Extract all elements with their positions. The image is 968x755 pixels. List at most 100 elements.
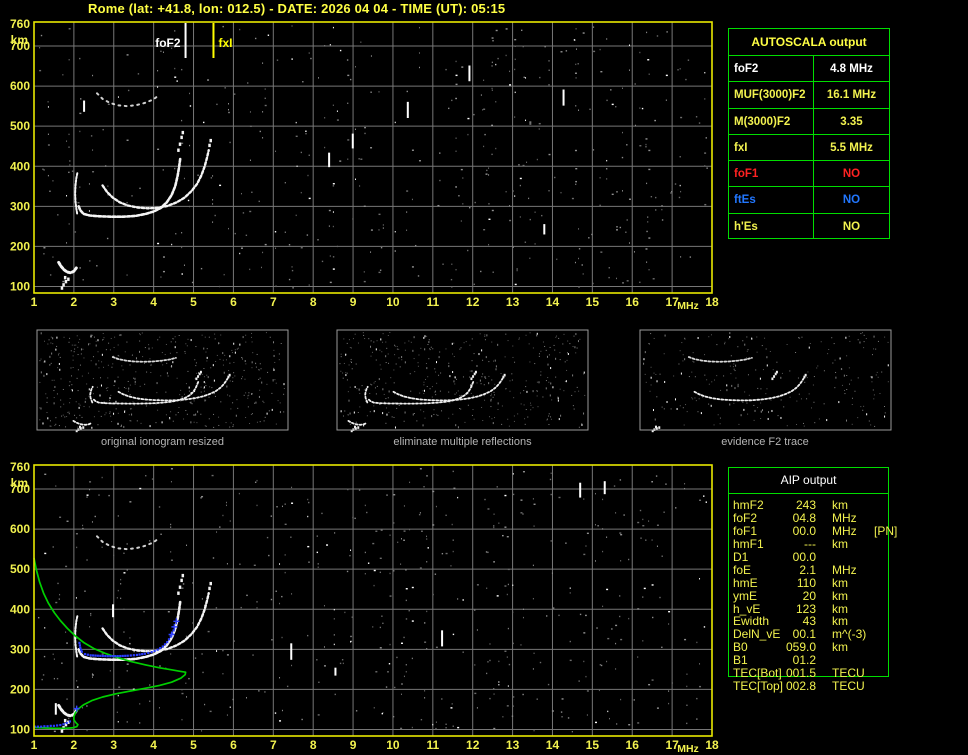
aip-unit: km bbox=[832, 588, 848, 603]
y-axis-unit: km bbox=[11, 476, 28, 490]
x-tick-label: 13 bbox=[506, 738, 520, 752]
aip-table-row: h_vE 123 km bbox=[729, 601, 888, 616]
x-tick-label: 4 bbox=[150, 738, 157, 752]
aip-note bbox=[874, 615, 888, 628]
y-tick-label: 300 bbox=[10, 642, 30, 656]
x-tick-label: 11 bbox=[426, 738, 439, 752]
aip-table-row: Ewidth 43 km bbox=[729, 615, 888, 628]
autoscala-output-table: AUTOSCALA output foF2 4.8 MHz MUF(3000)F2 1… bbox=[728, 28, 890, 240]
aip-note bbox=[874, 564, 888, 577]
aip-table-row: D1 00.0 bbox=[729, 549, 888, 564]
y-tick-label: 700 bbox=[10, 482, 30, 496]
aip-label: hmF1 bbox=[733, 536, 764, 551]
y-tick-label: 400 bbox=[10, 159, 30, 173]
aip-unit: MHz bbox=[832, 523, 857, 538]
autoscala-table-title: AUTOSCALA output bbox=[751, 35, 867, 49]
aip-table-row: foF1 00.0 MHz [PN] bbox=[729, 523, 897, 538]
aip-label: B0 bbox=[733, 640, 748, 655]
aip-note bbox=[874, 551, 888, 564]
y-axis-unit: km bbox=[11, 33, 28, 47]
autoscala-table-row: foF2 4.8 MHz bbox=[729, 55, 889, 82]
aip-value: 2.1 bbox=[799, 562, 816, 577]
aip-label: D1 bbox=[733, 549, 749, 564]
y-tick-label: 700 bbox=[10, 39, 30, 53]
aip-output-table: AIP output hmF2 243 km foF2 04.8 MHz foF1 00.0 M… bbox=[728, 467, 897, 693]
aip-table-row: foE 2.1 MHz bbox=[729, 562, 888, 577]
parameter-value: NO bbox=[813, 213, 889, 240]
aip-unit: MHz bbox=[832, 510, 857, 525]
x-tick-label: 8 bbox=[310, 295, 317, 309]
aip-label: hmF2 bbox=[733, 498, 764, 512]
x-tick-label: 5 bbox=[190, 738, 197, 752]
aip-note bbox=[874, 538, 888, 551]
aip-table-row: foF2 04.8 MHz bbox=[729, 510, 888, 525]
aip-value: --- bbox=[804, 536, 816, 551]
aip-label: foF1 bbox=[733, 523, 758, 538]
parameter-value: NO bbox=[813, 187, 889, 213]
aip-value: 110 bbox=[796, 575, 816, 590]
aip-note bbox=[874, 667, 888, 680]
aip-table-title: AIP output bbox=[729, 468, 888, 494]
aip-unit: TECU bbox=[832, 679, 865, 694]
aip-value: 43 bbox=[802, 614, 816, 629]
parameter-value: 5.5 MHz bbox=[813, 134, 889, 161]
aip-value: 01.2 bbox=[792, 653, 816, 668]
aip-note bbox=[874, 680, 888, 693]
y-tick-label: 500 bbox=[10, 562, 30, 576]
aip-table-row: hmF2 243 km bbox=[729, 499, 888, 512]
y-tick-label: 100 bbox=[10, 279, 30, 293]
x-tick-label: 14 bbox=[546, 295, 560, 309]
aip-value: 002.8 bbox=[786, 679, 817, 694]
aip-value: 059.0 bbox=[786, 640, 817, 655]
aip-unit: km bbox=[832, 614, 848, 629]
aip-value: 00.0 bbox=[792, 523, 816, 538]
x-tick-label: 2 bbox=[71, 295, 78, 309]
x-tick-label: 10 bbox=[386, 295, 400, 309]
x-tick-label: 17 bbox=[665, 738, 679, 752]
aip-note bbox=[874, 628, 888, 641]
parameter-label: h'Es bbox=[734, 220, 758, 233]
x-tick-label: 16 bbox=[626, 295, 640, 309]
x-tick-label: 1 bbox=[31, 738, 38, 752]
aip-note bbox=[874, 577, 888, 590]
y-tick-label: 600 bbox=[10, 522, 30, 536]
aip-value: 001.5 bbox=[786, 666, 817, 681]
aip-note: [PN] bbox=[874, 523, 898, 538]
aip-label: h_vE bbox=[733, 601, 761, 616]
x-tick-label: 7 bbox=[270, 295, 277, 309]
aip-note bbox=[874, 603, 888, 616]
parameter-label: MUF(3000)F2 bbox=[734, 89, 806, 102]
thumbnail-plot-0 bbox=[36, 329, 289, 433]
autoscala-table-row: ftEs NO bbox=[729, 186, 889, 213]
parameter-value: 4.8 MHz bbox=[813, 56, 889, 82]
aip-label: foF2 bbox=[733, 510, 758, 525]
autoscala-table-row: h'Es NO bbox=[729, 212, 889, 240]
aip-value: 243 bbox=[795, 498, 816, 512]
marker-label-fxI: fxI bbox=[218, 36, 232, 50]
x-tick-label: 5 bbox=[190, 295, 197, 309]
x-tick-label: 15 bbox=[586, 295, 600, 309]
aip-value: 00.0 bbox=[792, 549, 816, 564]
x-tick-label: 6 bbox=[230, 738, 237, 752]
aip-note bbox=[874, 499, 888, 512]
aip-unit: TECU bbox=[832, 666, 865, 681]
aip-unit: MHz bbox=[832, 562, 857, 577]
aip-table-row: TEC[Bot] 001.5 TECU bbox=[729, 667, 888, 680]
aip-value: 20 bbox=[802, 588, 816, 603]
thumbnail-plot-2 bbox=[639, 329, 892, 433]
aip-label: B1 bbox=[733, 653, 748, 668]
x-tick-label: 17 bbox=[665, 295, 679, 309]
aip-unit: km bbox=[832, 498, 848, 512]
autoscala-table-row: fxI 5.5 MHz bbox=[729, 133, 889, 161]
parameter-value: NO bbox=[813, 161, 889, 187]
y-tick-label: 400 bbox=[10, 602, 30, 616]
y-tick-label: 600 bbox=[10, 79, 30, 93]
parameter-label: fxI bbox=[734, 141, 748, 154]
x-axis-unit: MHz bbox=[677, 300, 699, 312]
aip-table-body: hmF2 243 km foF2 04.8 MHz foF1 00.0 MHz [PN] hmF1 -… bbox=[729, 494, 897, 694]
thumbnail-caption-original: original ionogram resized bbox=[101, 436, 224, 448]
y-tick-label: 200 bbox=[10, 239, 30, 253]
aip-label: ymE bbox=[733, 588, 757, 603]
parameter-label: foF1 bbox=[734, 168, 759, 181]
